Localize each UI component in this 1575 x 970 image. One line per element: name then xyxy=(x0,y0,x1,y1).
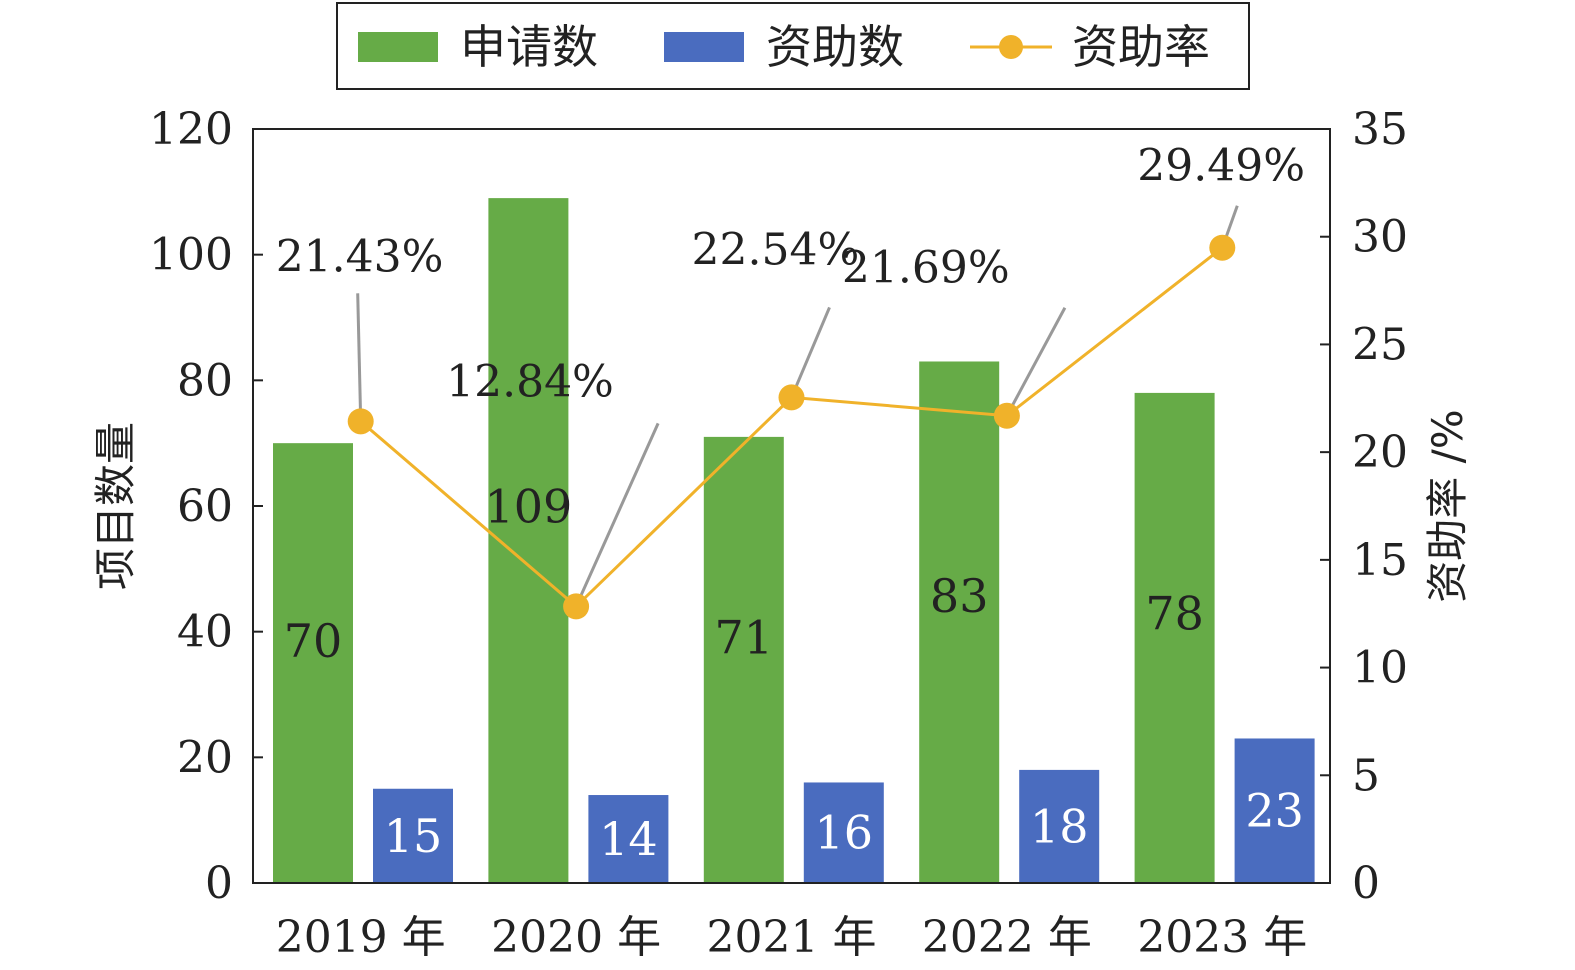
rate-point xyxy=(347,408,374,435)
y-tick-label: 60 xyxy=(177,481,233,532)
bar-applications xyxy=(1134,392,1215,883)
x-tick-label: 2021 年 xyxy=(707,912,877,963)
y-tick-label: 120 xyxy=(149,104,233,155)
bar-funded xyxy=(588,795,669,883)
y-tick-label: 80 xyxy=(177,355,233,406)
legend-swatch-funded xyxy=(664,32,744,62)
bar-label-applications: 71 xyxy=(715,611,774,665)
bar-funded xyxy=(373,788,453,883)
legend-marker-rate xyxy=(999,35,1023,59)
y-axis-title: 项目数量 xyxy=(91,422,140,590)
rate-point xyxy=(1209,234,1236,261)
y2-tick-label: 5 xyxy=(1352,750,1380,801)
bar-applications xyxy=(703,436,784,883)
y-tick-label: 0 xyxy=(205,858,233,909)
y2-tick-label: 35 xyxy=(1352,104,1408,155)
rate-label: 21.43% xyxy=(276,231,444,282)
bar-label-applications: 78 xyxy=(1145,586,1204,640)
rate-leader-line xyxy=(574,422,660,608)
rate-label: 22.54% xyxy=(692,224,860,275)
x-tick-label: 2023 年 xyxy=(1137,912,1307,963)
x-tick-label: 2022 年 xyxy=(922,912,1092,963)
bar-applications xyxy=(919,361,1000,883)
bar-label-applications: 70 xyxy=(284,614,343,668)
y2-tick-label: 30 xyxy=(1352,212,1408,263)
rate-leader-line xyxy=(790,306,831,399)
rate-leader-line xyxy=(1005,307,1067,417)
rate-point xyxy=(563,593,590,620)
y-tick-label: 20 xyxy=(177,732,233,783)
legend-label-funded: 资助数 xyxy=(766,20,904,74)
bar-label-applications: 109 xyxy=(484,479,572,533)
x-tick-label: 2019 年 xyxy=(276,912,446,963)
y2-axis-title: 资助率 /% xyxy=(1423,409,1472,602)
rate-label: 12.84% xyxy=(446,356,614,407)
bar-label-applications: 83 xyxy=(930,569,989,623)
x-tick-label: 2020 年 xyxy=(491,912,661,963)
legend: 申请数 资助数 资助率 xyxy=(336,2,1250,90)
legend-swatch-applications xyxy=(358,32,438,62)
y2-tick-label: 0 xyxy=(1352,858,1380,909)
bar-funded xyxy=(1234,738,1315,883)
bar-label-funded: 23 xyxy=(1245,784,1304,838)
y2-tick-label: 20 xyxy=(1352,427,1408,478)
bar-applications xyxy=(273,443,353,883)
y2-tick-label: 15 xyxy=(1352,535,1408,586)
y2-tick-label: 25 xyxy=(1352,319,1408,370)
legend-label-rate: 资助率 xyxy=(1072,20,1210,74)
rate-point xyxy=(778,384,805,411)
legend-label-applications: 申请数 xyxy=(460,20,598,74)
legend-frame xyxy=(336,2,1250,90)
bar-label-funded: 15 xyxy=(384,809,443,863)
bar-label-funded: 16 xyxy=(815,806,874,860)
bar-label-funded: 14 xyxy=(599,812,658,866)
bar-funded xyxy=(803,782,884,883)
rate-label: 21.69% xyxy=(842,243,1010,294)
rate-point xyxy=(993,402,1020,429)
y2-tick-label: 10 xyxy=(1352,643,1408,694)
rate-leader-line xyxy=(356,293,363,422)
bar-funded xyxy=(1019,769,1100,883)
y-tick-label: 40 xyxy=(177,607,233,658)
rate-label: 29.49% xyxy=(1137,141,1305,192)
y-tick-label: 100 xyxy=(149,230,233,281)
bar-label-funded: 18 xyxy=(1030,799,1089,853)
